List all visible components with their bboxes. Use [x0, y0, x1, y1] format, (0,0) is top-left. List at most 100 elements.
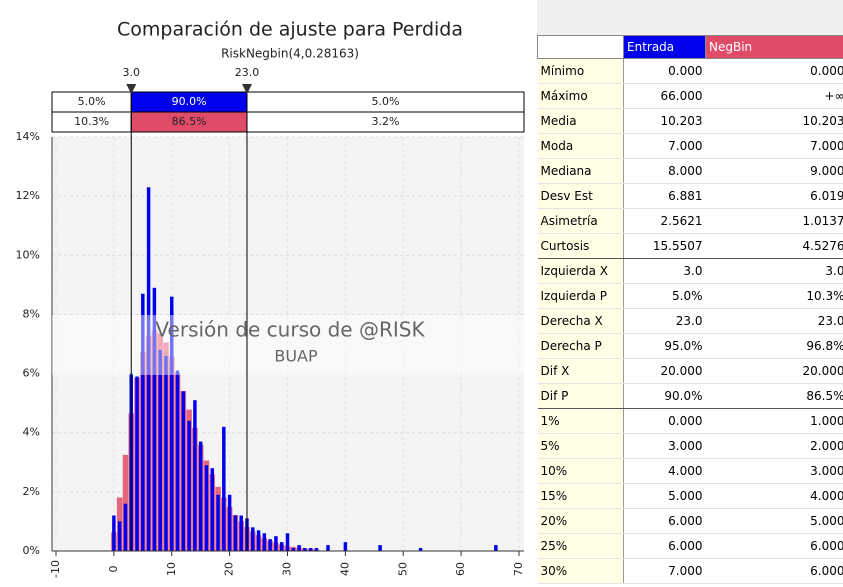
bar — [378, 545, 382, 551]
cell-value: 1.0137 — [705, 208, 843, 234]
row-label: 10% — [537, 458, 624, 484]
bar — [418, 548, 423, 551]
bar — [314, 548, 319, 551]
cell-value: 4.5276 — [705, 233, 843, 259]
row-label: Mediana — [537, 158, 624, 184]
cell-value: 2.000 — [705, 433, 843, 459]
row-label: Mínimo — [537, 58, 624, 84]
bar — [227, 494, 232, 551]
bar — [122, 454, 129, 551]
bar — [164, 355, 168, 551]
cell-value: 9.000 — [705, 158, 843, 184]
probability-label: 86.5% — [172, 115, 207, 128]
table-row: Media 10.203 10.203 — [537, 108, 843, 134]
y-tick-label: 6% — [23, 367, 40, 380]
x-tick-label: 10 — [165, 562, 178, 576]
x-tick-label: 40 — [338, 562, 351, 576]
y-tick-label: 4% — [23, 426, 40, 439]
cell-value: 8.000 — [623, 158, 706, 184]
cell-value: 7.000 — [705, 133, 843, 159]
bar — [112, 515, 116, 551]
stats-panel: Entrada NegBin Mínimo 0.000 0.000 Máximo 66.0… — [537, 0, 843, 587]
watermark: Versión de curso de @RISK — [155, 318, 425, 342]
cell-value: 6.000 — [623, 508, 706, 534]
cell-value: 96.8% — [705, 333, 843, 359]
cell-value: 0.000 — [705, 58, 843, 84]
chart: Comparación de ajuste para Perdida RiskN… — [16, 19, 525, 578]
row-label: Derecha X — [537, 308, 624, 334]
cell-value: 23.0 — [705, 308, 843, 334]
cell-value: 20.000 — [623, 358, 706, 384]
cell-value: 0.000 — [623, 408, 706, 434]
cell-value: 20.000 — [705, 358, 843, 384]
x-tick-label: 60 — [454, 562, 467, 576]
cell-value: 95.0% — [623, 333, 706, 359]
table-row: 20% 6.000 5.000 — [537, 508, 843, 534]
delimiter-label: 3.0 — [122, 66, 140, 79]
bar — [239, 515, 243, 551]
cell-value: 6.000 — [705, 533, 843, 559]
cell-value: 3.000 — [623, 433, 706, 459]
bar — [146, 187, 151, 551]
stats-table: Entrada NegBin Mínimo 0.000 0.000 Máximo 66.0… — [537, 35, 843, 584]
table-row: Curtosis 15.5507 4.5276 — [537, 233, 843, 259]
bar — [256, 530, 261, 551]
cell-value: 6.881 — [623, 183, 706, 209]
probability-label: 90.0% — [172, 95, 207, 108]
table-row: 5% 3.000 2.000 — [537, 433, 843, 459]
cell-value: 10.203 — [705, 108, 843, 134]
delimiter-label: 23.0 — [235, 66, 260, 79]
bar — [204, 465, 209, 551]
cell-value: 23.0 — [623, 308, 706, 334]
bar — [285, 533, 290, 551]
bar — [326, 545, 330, 551]
cell-value: 3.0 — [705, 258, 843, 284]
cell-value: 10.3% — [705, 283, 843, 309]
delimiter-handle — [241, 84, 252, 94]
cell-value: 90.0% — [623, 383, 706, 409]
chart-subtitle: RiskNegbin(4,0.28163) — [221, 47, 359, 61]
cell-value: 66.000 — [623, 83, 706, 109]
row-label: 1% — [537, 408, 624, 434]
row-label: Izquierda X — [537, 258, 624, 284]
bar — [343, 542, 348, 551]
bar — [291, 548, 296, 551]
row-label: Máximo — [537, 83, 624, 109]
cell-value: 7.000 — [623, 133, 706, 159]
bar — [303, 548, 307, 551]
table-row: 1% 0.000 1.000 — [537, 408, 843, 434]
bar — [308, 548, 313, 551]
cell-value: +∞ — [705, 83, 843, 109]
row-label: Dif X — [537, 358, 624, 384]
bar — [222, 426, 226, 551]
cell-value: 3.0 — [623, 258, 706, 284]
x-tick-label: 70 — [512, 562, 525, 576]
table-row: Izquierda X 3.0 3.0 — [537, 258, 843, 284]
cell-value: 0.000 — [623, 58, 706, 84]
row-label: Derecha P — [537, 333, 624, 359]
bar — [233, 515, 238, 551]
bar — [198, 441, 203, 551]
bar — [152, 287, 157, 551]
table-row: Dif P 90.0% 86.5% — [537, 383, 843, 409]
bar — [210, 468, 214, 551]
cell-value: 6.000 — [705, 558, 843, 584]
cell-value: 4.000 — [623, 458, 706, 484]
table-row: Derecha P 95.0% 96.8% — [537, 333, 843, 359]
bar — [262, 533, 267, 551]
x-tick-label: 20 — [223, 562, 236, 576]
bar — [274, 536, 278, 551]
column-header: Entrada — [623, 35, 706, 59]
cell-value: 2.5621 — [623, 208, 706, 234]
cell-value: 5.000 — [705, 508, 843, 534]
cell-value: 10.203 — [623, 108, 706, 134]
watermark-band — [52, 315, 524, 375]
table-row: Mínimo 0.000 0.000 — [537, 58, 843, 84]
table-row: Desv Est 6.881 6.019 — [537, 183, 843, 209]
cell-value: 7.000 — [623, 558, 706, 584]
x-tick-label: 0 — [107, 566, 120, 573]
table-row: Dif X 20.000 20.000 — [537, 358, 843, 384]
corner-cell — [537, 35, 624, 59]
row-label: 20% — [537, 508, 624, 534]
